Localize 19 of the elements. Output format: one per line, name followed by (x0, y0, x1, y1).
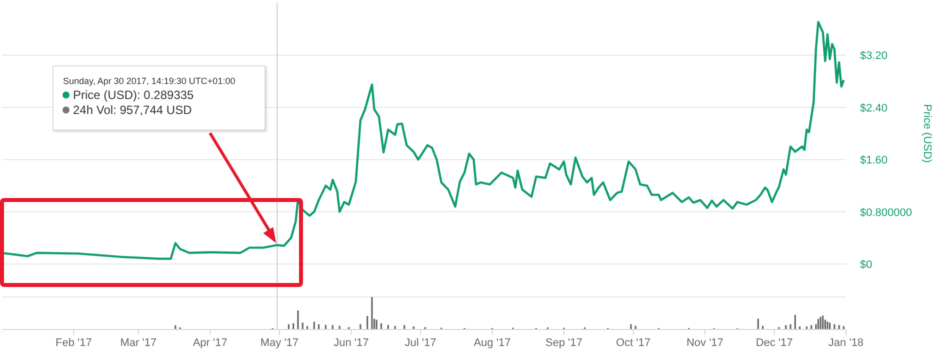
x-tick-label: Jul '17 (404, 337, 436, 349)
y-tick-label: $3.20 (860, 50, 888, 62)
x-tick-label: Dec '17 (756, 337, 793, 349)
x-tick-label: Feb '17 (56, 337, 92, 349)
x-tick-label: Jan '18 (828, 337, 864, 349)
x-tick-label: Apr '17 (192, 337, 228, 349)
x-tick-label: Mar '17 (120, 337, 157, 349)
x-tick-label: May '17 (260, 337, 299, 349)
x-tick-label: Aug '17 (474, 337, 511, 349)
y-tick-label: $1.60 (860, 154, 888, 167)
x-tick-label: Oct '17 (616, 337, 651, 349)
x-tick-label: Nov '17 (686, 337, 724, 349)
y-tick-label: $2.40 (860, 102, 888, 114)
y-tick-label: $0 (860, 259, 872, 271)
y-tick-label: $0.800000 (860, 206, 912, 219)
x-tick-label: Sep '17 (545, 337, 582, 349)
x-tick-label: Jun '17 (334, 337, 369, 349)
annotation: Sunday, Apr 30 2017, 14:19:30 UTC+01:00 Price (USD): 0.289335 24h Vol: 957,744 USD (63, 76, 236, 117)
y-axis-title: Price (USD) (921, 104, 933, 163)
